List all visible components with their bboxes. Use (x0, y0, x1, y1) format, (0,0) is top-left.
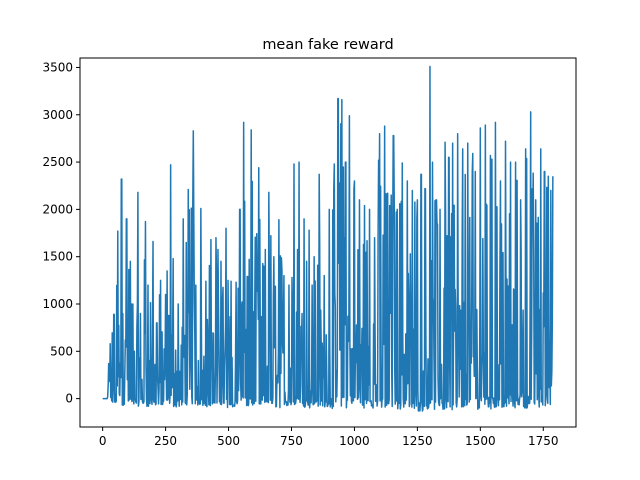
chart-title: mean fake reward (262, 37, 393, 53)
y-axis: 0 500 1000 1500 2000 2500 3000 3500 (42, 60, 80, 406)
plot-area (102, 65, 554, 412)
x-tick-label: 1750 (528, 434, 559, 448)
y-tick-label: 3500 (42, 60, 73, 74)
x-tick-label: 1500 (465, 434, 496, 448)
series-line (102, 65, 554, 412)
x-tick-label: 750 (280, 434, 303, 448)
y-tick-label: 3000 (42, 108, 73, 122)
y-tick-label: 500 (50, 344, 73, 358)
y-tick-label: 1000 (42, 297, 73, 311)
x-tick-label: 1000 (339, 434, 370, 448)
x-tick-label: 250 (154, 434, 177, 448)
axes-frame (79, 57, 577, 428)
x-tick-label: 0 (99, 434, 107, 448)
y-tick-label: 1500 (42, 250, 73, 264)
y-tick-label: 2500 (42, 155, 73, 169)
y-tick-label: 0 (65, 392, 73, 406)
x-tick-label: 1250 (402, 434, 433, 448)
x-axis: 0 250 500 750 1000 1250 1500 1750 (99, 427, 559, 448)
x-tick-label: 500 (217, 434, 240, 448)
y-tick-label: 2000 (42, 202, 73, 216)
